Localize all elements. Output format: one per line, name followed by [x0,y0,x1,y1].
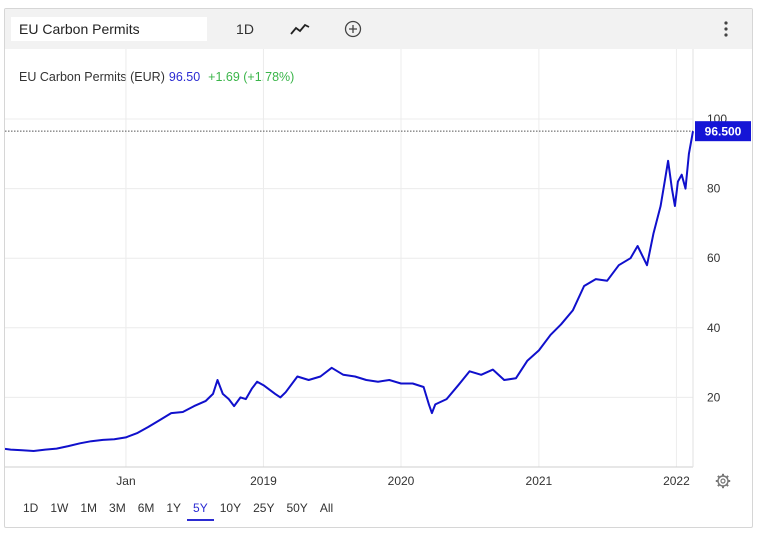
y-tick-label: 20 [707,390,721,404]
vertical-dots-icon [724,21,728,37]
x-tick-label: 2019 [250,474,277,488]
range-button-1d[interactable]: 1D [23,501,39,515]
y-tick-label: 40 [707,321,721,335]
plus-circle-icon [344,20,362,38]
x-tick-label: 2020 [388,474,415,488]
interval-button[interactable]: 1D [236,21,254,37]
range-selector: 1D 1W 1M 3M 6M 1Y 5Y 10Y 25Y 50Y All [17,499,339,525]
more-options-button[interactable] [715,17,737,41]
y-tick-label: 80 [707,182,721,196]
legend-change: +1.69 (+1.78%) [208,70,295,84]
chart-toolbar: 1D [5,9,752,49]
add-indicator-button[interactable] [339,17,367,41]
range-button-6m[interactable]: 6M [137,501,155,515]
range-button-1y[interactable]: 1Y [166,501,182,515]
range-button-3m[interactable]: 3M [109,501,126,515]
legend-price: 96.50 [168,70,201,84]
range-button-50y[interactable]: 50Y [286,501,308,515]
range-button-1w[interactable]: 1W [50,501,69,515]
chart-type-button[interactable] [285,17,315,41]
x-tick-label: 2022 [663,474,690,488]
chart-widget: 1D EU Carbon Permits (EUR)96.50 +1.69 (+1… [4,8,753,528]
price-tag [695,121,751,142]
range-button-all[interactable]: All [319,501,334,515]
range-button-25y[interactable]: 25Y [253,501,275,515]
range-button-1m[interactable]: 1M [80,501,98,515]
symbol-search-input[interactable] [11,17,207,41]
gear-icon[interactable] [715,473,731,489]
legend-symbol-name: EU Carbon Permits (EUR) [19,70,165,84]
x-tick-label: 2021 [526,474,553,488]
chart-legend: EU Carbon Permits (EUR) 96.50 +1.69 (+1.78… [19,70,294,84]
x-tick-label: Jan [116,474,135,488]
price-tag-label: 96.500 [705,125,742,139]
line-chart-icon [290,23,310,35]
y-tick-label: 60 [707,251,721,265]
price-series-line[interactable] [5,131,694,452]
range-button-10y[interactable]: 10Y [219,501,242,515]
range-button-5y[interactable]: 5Y [187,499,214,521]
